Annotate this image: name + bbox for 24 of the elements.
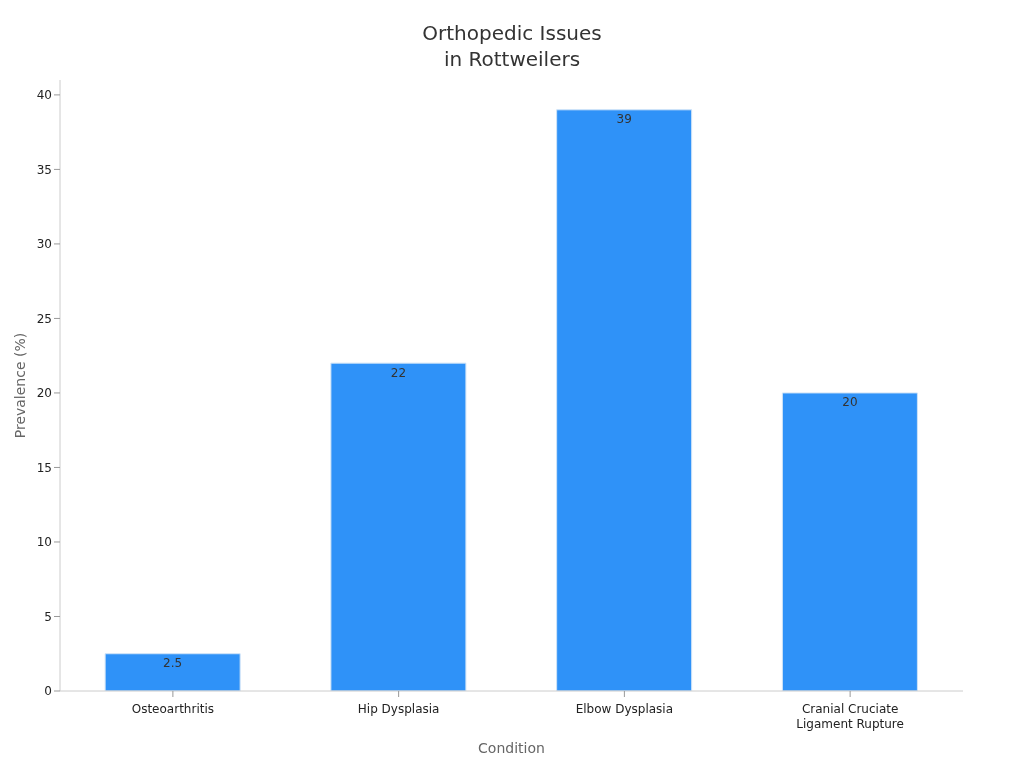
y-tick-label: 30 bbox=[36, 237, 52, 252]
bar bbox=[330, 362, 467, 691]
y-axis-title: Prevalence (%) bbox=[11, 332, 28, 439]
y-tick-label: 0 bbox=[44, 684, 52, 699]
x-tick-label: Elbow Dysplasia bbox=[575, 702, 674, 716]
bar bbox=[104, 653, 241, 691]
y-tick-label: 10 bbox=[36, 535, 52, 550]
y-tick-label: 5 bbox=[44, 609, 52, 624]
chart-title: Orthopedic Issues in Rottweilers bbox=[421, 20, 603, 72]
data-label: 39 bbox=[616, 112, 632, 127]
x-tick-label: Cranial Cruciate Ligament Rupture bbox=[796, 702, 904, 731]
y-tick-label: 15 bbox=[36, 460, 52, 475]
y-tick-label: 40 bbox=[36, 88, 52, 103]
x-axis-title: Condition bbox=[478, 740, 545, 756]
bar bbox=[781, 392, 918, 691]
bar bbox=[556, 109, 693, 691]
x-tick-label: Hip Dysplasia bbox=[357, 702, 440, 716]
data-label: 22 bbox=[390, 365, 407, 380]
y-tick-label: 25 bbox=[36, 311, 52, 326]
y-tick-label: 35 bbox=[36, 162, 52, 177]
data-label: 20 bbox=[842, 395, 858, 410]
data-label: 2.5 bbox=[163, 656, 183, 671]
y-tick-label: 20 bbox=[36, 386, 52, 401]
x-tick-label: Osteoarthritis bbox=[131, 702, 215, 716]
